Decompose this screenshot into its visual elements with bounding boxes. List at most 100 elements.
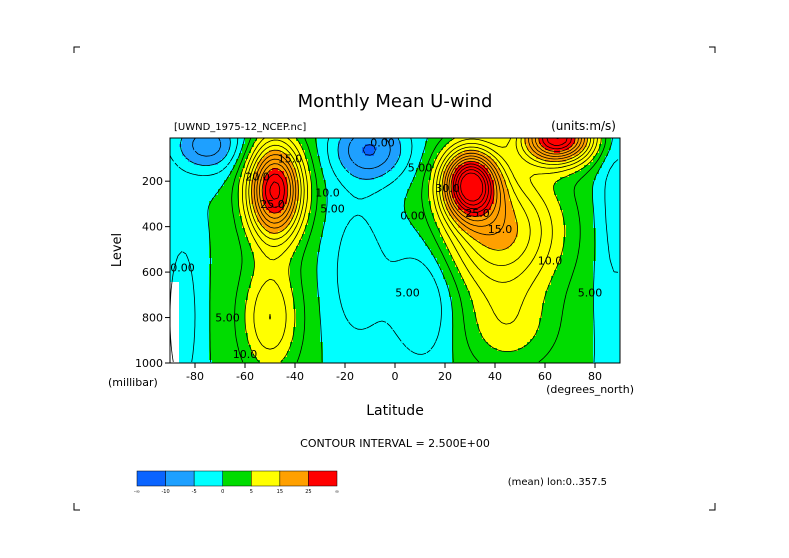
fill-cell [551,279,594,283]
y-axis-units: (millibar) [108,376,158,389]
fill-cell [245,300,294,304]
fill-cell [323,348,453,352]
contour-plot: 0.00 5.00 10.0 15.0 20.0 25.0 10.0 5.00 0.00 0.00… [135,137,621,383]
fill-cell [590,162,603,166]
fill-cell [311,192,327,196]
fill-cell [491,204,513,208]
fill-cell [320,165,345,169]
fill-cell [410,183,429,187]
fill-cell [293,291,318,295]
fill-cell [320,159,342,163]
fill-cell [296,138,318,142]
fill-cell [536,330,594,334]
fill-cell [593,321,620,325]
fill-cell [170,228,210,232]
fill-cell [593,291,620,295]
fill-cell [209,348,252,352]
fill-cell [593,342,620,346]
fill-cell [179,318,210,322]
fill-cell [293,294,318,298]
fill-cell [290,276,318,280]
fill-cell [239,198,252,202]
fill-cell [320,330,453,334]
fill-cell [254,264,291,268]
fill-cell [254,252,294,256]
fill-cell [572,144,588,148]
fill-cell [311,177,324,181]
fill-cell [449,288,468,292]
fill-cell [398,138,429,142]
fill-cell [407,189,429,193]
fill-cell [308,219,327,223]
fill-cell [305,231,324,235]
fill-cell [536,333,594,337]
fill-cell [209,276,252,280]
fill-cell [311,171,324,175]
fill-cell [593,297,620,301]
fill-cell [443,147,528,151]
fill-cell [302,237,321,241]
fill-cell [170,348,180,352]
fill-cell [170,258,213,262]
fill-cell [170,162,195,166]
fill-cell [170,306,180,310]
fill-cell [515,213,564,217]
fill-cell [323,342,453,346]
fill-cell [248,294,294,298]
fill-cell [554,192,594,196]
fill-cell [287,351,324,355]
fill-cell [524,141,540,145]
fill-cell [290,219,309,223]
fill-cell [401,150,426,154]
fill-cell [593,183,620,187]
fill-cell [170,300,180,304]
fill-cell [593,324,620,328]
fill-cell [170,192,219,196]
fill-cell [209,327,246,331]
fill-cell [593,351,620,355]
fill-cell [170,330,180,334]
contour-line [259,138,579,222]
fill-cell [209,219,243,223]
fill-cell [491,156,537,160]
fill-cell [179,327,210,331]
fill-cell [518,348,594,352]
fill-cell [455,219,516,223]
y-axis-title: Level [110,233,125,267]
fill-cell [278,231,306,235]
fill-cell [338,150,363,154]
fill-cell [170,282,180,286]
fill-cell [170,267,210,271]
fill-cell [593,189,620,193]
fill-cell [179,303,210,307]
y-tick-label: 200 [142,175,163,188]
fill-cell [377,147,402,151]
fill-cell [452,351,594,355]
fill-cell [293,255,318,259]
fill-cell [179,306,210,310]
fill-cell [593,354,620,358]
fill-cell [353,174,384,178]
fill-cell [296,312,321,316]
fill-cell [299,186,312,190]
fill-cell [245,321,297,325]
contour-line [192,138,391,170]
fill-cell [209,288,249,292]
fill-cell [323,222,411,226]
fill-cell [209,210,240,214]
fill-cell [509,195,558,199]
fill-cell [170,255,210,259]
fill-cell [413,225,438,229]
fill-cell [464,150,480,154]
fill-cell [428,198,444,202]
fill-cell [545,294,594,298]
fill-cell [209,231,246,235]
fill-cell [323,357,453,361]
fill-cell [428,246,447,250]
fill-cell [290,270,318,274]
fill-cell [239,183,252,187]
fill-cell [296,174,312,178]
fill-cell [293,306,321,310]
fill-cell [170,150,183,154]
fill-cell [179,360,213,363]
